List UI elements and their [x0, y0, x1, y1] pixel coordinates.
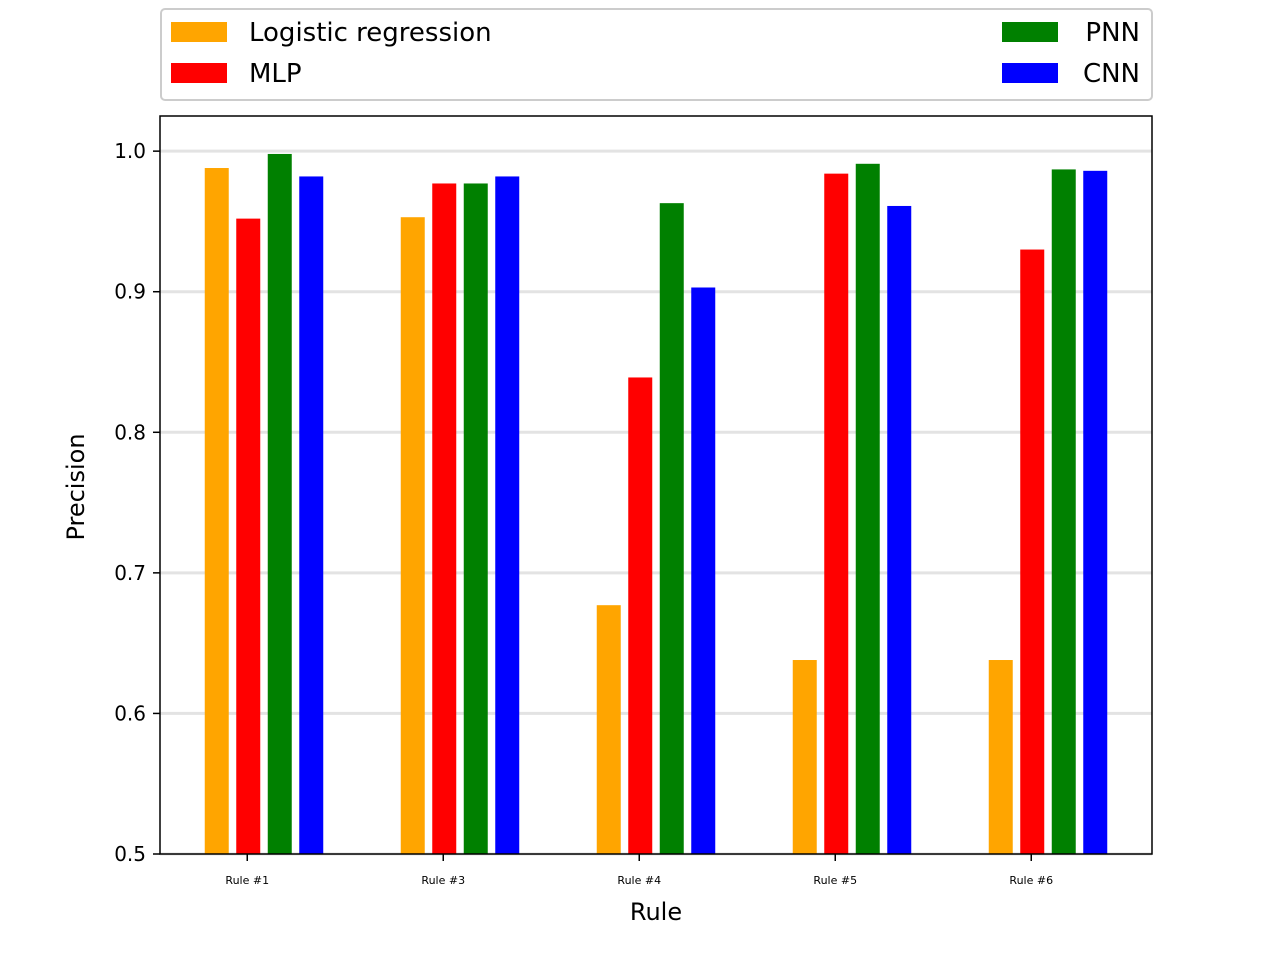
x-tick-label: Rule #5	[813, 874, 857, 887]
legend-frame	[160, 8, 1153, 101]
y-tick-label: 0.8	[114, 420, 146, 444]
y-tick-label: 0.5	[114, 842, 146, 866]
bar-logistic-regression-3	[792, 660, 817, 854]
bar-cnn-1	[495, 176, 520, 855]
legend: Logistic regression MLP PNN CNN	[160, 8, 1153, 101]
legend-label: MLP	[249, 59, 302, 89]
bar-mlp-1	[432, 183, 457, 854]
x-axis-title: Rule	[630, 898, 682, 926]
legend-label: PNN	[1085, 18, 1140, 48]
y-axis-title: Precision	[62, 433, 90, 540]
legend-label: Logistic regression	[249, 18, 492, 48]
bars	[204, 153, 1108, 855]
bar-pnn-1	[463, 183, 488, 854]
legend-swatch	[171, 22, 227, 42]
legend-label: CNN	[1083, 59, 1140, 89]
bar-cnn-4	[1083, 170, 1108, 854]
y-tick-label: 0.7	[114, 561, 146, 585]
bar-pnn-2	[659, 203, 684, 854]
bar-pnn-3	[855, 163, 880, 854]
y-tick-label: 0.9	[114, 280, 146, 304]
bar-pnn-0	[267, 153, 292, 854]
legend-swatch	[1002, 22, 1058, 42]
bar-logistic-regression-0	[204, 168, 229, 855]
bar-mlp-4	[1020, 249, 1045, 855]
bar-mlp-0	[236, 218, 261, 855]
y-axis: 0.5 0.6 0.7 0.8 0.9 1.0	[114, 139, 160, 866]
plot-frame	[159, 115, 1153, 855]
x-tick-label: Rule #6	[1009, 874, 1053, 887]
y-tick-label: 0.6	[114, 701, 146, 725]
x-tick-label: Rule #3	[421, 874, 465, 887]
bar-cnn-2	[691, 287, 716, 854]
bar-cnn-3	[887, 205, 912, 855]
x-tick-label: Rule #1	[225, 874, 269, 887]
legend-swatch	[1002, 63, 1058, 83]
y-tick-label: 1.0	[114, 139, 146, 163]
bar-mlp-2	[628, 377, 653, 854]
bar-logistic-regression-1	[400, 217, 425, 854]
bar-cnn-0	[299, 176, 324, 855]
bar-logistic-regression-2	[596, 605, 621, 854]
x-axis: Rule #1 Rule #3 Rule #4 Rule #5 Rule #6	[225, 854, 1053, 887]
bar-logistic-regression-4	[988, 660, 1013, 854]
bar-mlp-3	[824, 173, 849, 855]
bar-pnn-4	[1051, 169, 1076, 855]
legend-swatch	[171, 63, 227, 83]
x-tick-label: Rule #4	[617, 874, 661, 887]
